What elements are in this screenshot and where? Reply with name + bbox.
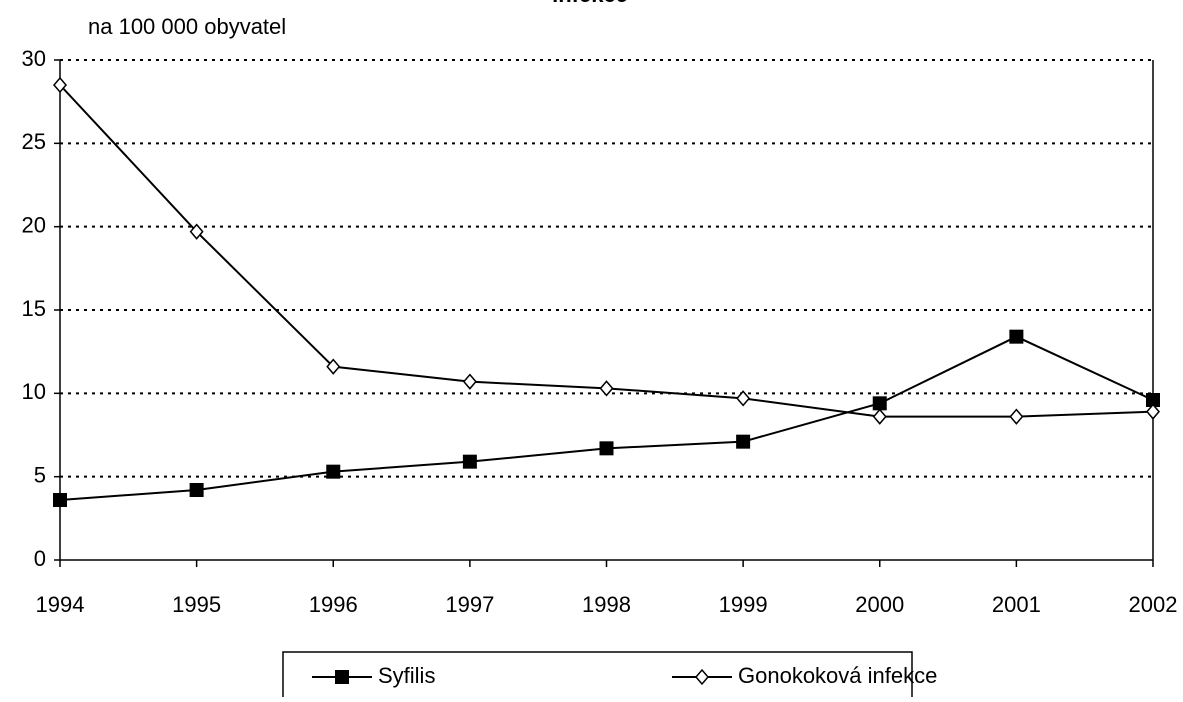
marker <box>599 441 614 456</box>
chart-title: infekce <box>552 0 628 7</box>
y-tick-label: 5 <box>34 462 46 487</box>
x-tick-label: 1995 <box>172 592 221 617</box>
marker <box>1146 403 1160 420</box>
marker <box>1009 408 1024 425</box>
marker <box>53 493 67 507</box>
series-line <box>59 84 1154 418</box>
y-tick-label: 0 <box>34 546 46 571</box>
y-tick-label: 10 <box>22 379 46 404</box>
y-axis-label: na 100 000 obyvatel <box>88 14 286 39</box>
x-tick-label: 1997 <box>445 592 494 617</box>
y-tick-label: 20 <box>22 212 46 237</box>
x-tick-label: 2002 <box>1129 592 1178 617</box>
x-tick-label: 1994 <box>36 592 85 617</box>
marker <box>326 464 341 479</box>
marker <box>872 396 887 411</box>
legend-label: Syfilis <box>378 663 435 688</box>
y-tick-label: 15 <box>22 296 46 321</box>
legend-label: Gonokoková infekce <box>738 663 937 688</box>
marker <box>736 390 751 407</box>
marker <box>736 434 751 449</box>
legend-box <box>282 651 913 702</box>
marker <box>462 373 477 390</box>
marker <box>1009 329 1024 344</box>
marker <box>53 76 67 94</box>
x-tick-label: 1996 <box>309 592 358 617</box>
x-tick-label: 2001 <box>992 592 1041 617</box>
marker <box>326 358 341 375</box>
marker <box>189 483 204 497</box>
marker <box>872 408 887 425</box>
marker <box>599 380 614 397</box>
x-tick-label: 1999 <box>719 592 768 617</box>
marker <box>335 670 349 684</box>
marker <box>462 454 477 469</box>
y-tick-label: 30 <box>22 46 46 71</box>
marker <box>189 223 204 240</box>
y-tick-label: 25 <box>22 129 46 154</box>
marker <box>695 668 709 686</box>
x-tick-label: 2000 <box>855 592 904 617</box>
x-tick-label: 1998 <box>582 592 631 617</box>
marker <box>1146 393 1160 407</box>
series-line <box>59 335 1154 501</box>
